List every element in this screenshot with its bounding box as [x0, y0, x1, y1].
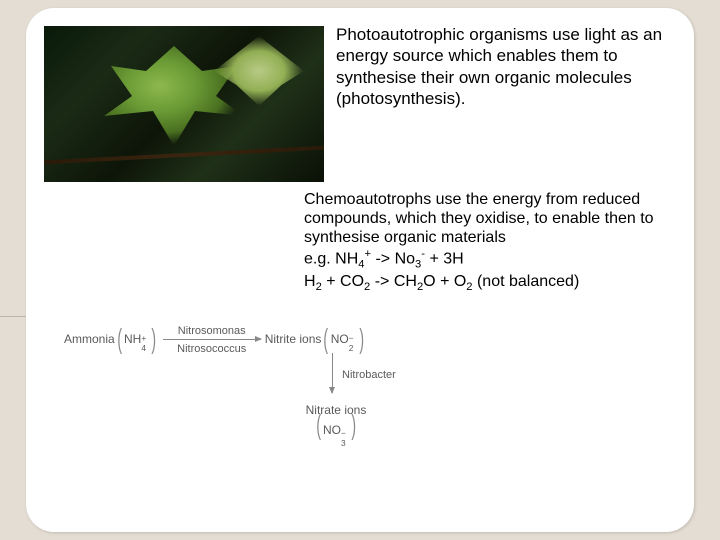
- eq1-rhs-sup: -: [421, 248, 425, 260]
- node-ammonia: Ammonia (NH+4): [64, 331, 159, 348]
- arrow2-label: Nitrobacter: [342, 369, 396, 381]
- nitrite-sup: −: [349, 333, 354, 343]
- paren-open: (: [117, 331, 122, 348]
- flow-row-top: Ammonia (NH+4) Nitrosomonas Nitrosococcu…: [64, 331, 494, 348]
- arrow1-label-bot: Nitrosococcus: [163, 343, 261, 355]
- node-nitrite: Nitrite ions (NO−2): [265, 331, 366, 348]
- nitrification-flowchart: Ammonia (NH+4) Nitrosomonas Nitrosococcu…: [64, 331, 494, 481]
- ammonia-sub: 4: [141, 343, 146, 353]
- nitrate-sup: −: [341, 428, 346, 438]
- paragraph-photoautotroph: Photoautotrophic organisms use light as …: [336, 24, 676, 109]
- nitrate-formula: NO: [323, 423, 341, 437]
- paragraph-chemoautotroph: Chemoautotrophs use the energy from redu…: [304, 190, 699, 294]
- paren-open2: (: [324, 331, 329, 348]
- arrow-nitrite-to-nitrate: [332, 353, 333, 393]
- paren-close3: ): [351, 417, 356, 434]
- nitrite-formula: NO: [331, 332, 349, 346]
- nitrate-sub: 3: [341, 438, 346, 448]
- leaf-photo: [44, 26, 324, 182]
- ammonia-formula: NH: [124, 332, 141, 346]
- branch-shape: [44, 146, 324, 165]
- eq1-arrow: ->: [371, 250, 395, 267]
- page-divider: [0, 316, 26, 317]
- nitrite-label: Nitrite ions: [265, 332, 322, 346]
- eq2-a: H: [304, 273, 316, 290]
- nitrite-sub: 2: [349, 343, 354, 353]
- eq1-tail: + 3H: [429, 250, 463, 267]
- eq1-rhs: No: [395, 250, 415, 267]
- arrow-ammonia-to-nitrite: Nitrosomonas Nitrosococcus: [163, 339, 261, 340]
- paren-close: ): [152, 331, 157, 348]
- chemo-desc: Chemoautotrophs use the energy from redu…: [304, 191, 654, 246]
- eq2-plus1: + CO: [322, 273, 364, 290]
- eq2-c-tail: O + O: [423, 273, 466, 290]
- eq1-lhs: NH: [335, 250, 358, 267]
- chemo-eg: e.g.: [304, 250, 335, 267]
- nitrate-formula-row: (NO−3): [296, 417, 376, 437]
- arrow1-label-top: Nitrosomonas: [163, 325, 261, 337]
- nitrate-label: Nitrate ions: [296, 403, 376, 417]
- paren-close2: ): [359, 331, 364, 348]
- paren-open3: (: [316, 417, 321, 434]
- ammonia-sup: +: [141, 333, 146, 343]
- slide-card: Photoautotrophic organisms use light as …: [26, 8, 694, 532]
- eq2-note: (not balanced): [473, 273, 580, 290]
- node-nitrate: Nitrate ions (NO−3): [296, 403, 376, 437]
- eq2-arrow: -> CH: [370, 273, 417, 290]
- ammonia-label: Ammonia: [64, 332, 115, 346]
